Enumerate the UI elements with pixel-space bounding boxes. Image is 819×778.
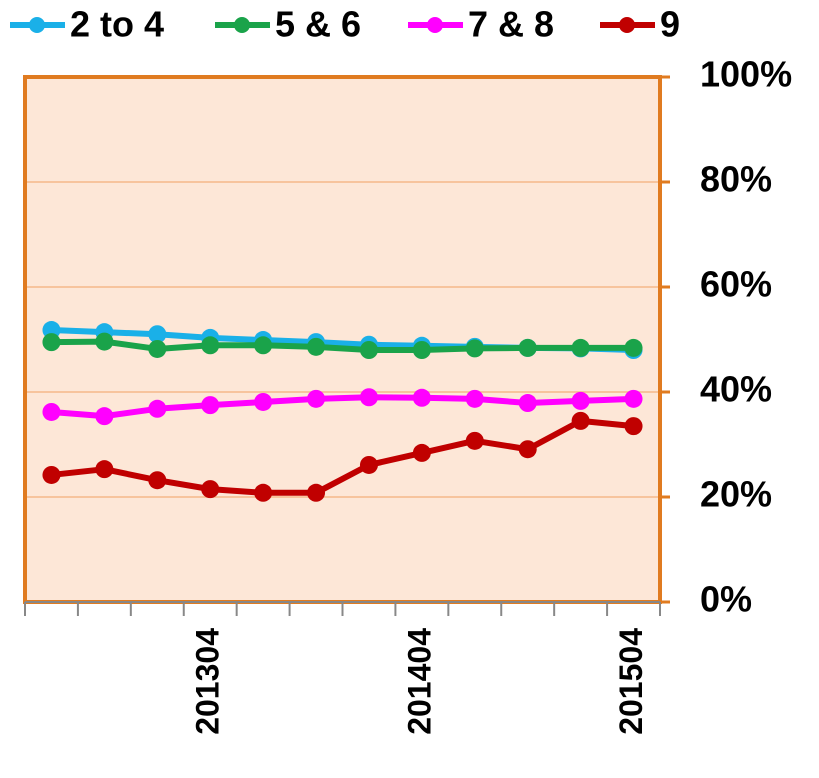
data-point: [148, 399, 167, 418]
data-point: [148, 471, 167, 490]
legend-marker: [234, 17, 250, 33]
y-tick-label: 0%: [700, 579, 752, 620]
data-point: [412, 341, 431, 359]
legend-marker: [427, 17, 443, 33]
data-point: [95, 407, 114, 426]
legend-marker: [29, 17, 45, 33]
data-point: [359, 341, 378, 359]
data-point: [571, 411, 590, 430]
data-point: [201, 336, 220, 355]
legend-label: 2 to 4: [70, 4, 164, 45]
legend-label: 7 & 8: [468, 4, 554, 45]
data-point: [518, 338, 537, 357]
legend-label: 9: [660, 4, 680, 45]
y-tick-label: 100%: [700, 54, 792, 95]
data-point: [307, 389, 326, 408]
data-point: [42, 402, 61, 421]
data-point: [412, 443, 431, 462]
data-point: [148, 339, 167, 358]
y-tick-label: 20%: [700, 474, 772, 515]
y-tick-label: 40%: [700, 369, 772, 410]
data-point: [624, 389, 643, 408]
data-point: [95, 332, 114, 351]
x-tick-label: 201504: [613, 628, 649, 735]
y-tick-label: 80%: [700, 159, 772, 200]
data-point: [465, 431, 484, 450]
legend-label: 5 & 6: [275, 4, 361, 45]
data-point: [359, 455, 378, 474]
data-point: [624, 338, 643, 357]
data-point: [571, 338, 590, 357]
data-point: [359, 388, 378, 407]
data-point: [518, 440, 537, 459]
data-point: [201, 396, 220, 415]
legend-marker: [619, 17, 635, 33]
data-point: [624, 417, 643, 436]
data-point: [254, 483, 273, 502]
data-point: [201, 480, 220, 499]
data-point: [518, 394, 537, 413]
data-point: [42, 465, 61, 484]
y-tick-label: 60%: [700, 264, 772, 305]
data-point: [254, 336, 273, 355]
x-tick-label: 201404: [401, 628, 437, 735]
data-point: [571, 391, 590, 410]
data-point: [307, 483, 326, 502]
data-point: [465, 339, 484, 358]
data-point: [412, 388, 431, 407]
x-tick-label: 201304: [190, 628, 226, 735]
series-line: [51, 417, 634, 496]
data-point: [465, 389, 484, 408]
data-point: [42, 333, 61, 352]
data-point: [254, 392, 273, 411]
data-point: [95, 460, 114, 479]
plot-area: [25, 77, 660, 602]
data-point: [307, 337, 326, 356]
data-point: [148, 325, 167, 344]
